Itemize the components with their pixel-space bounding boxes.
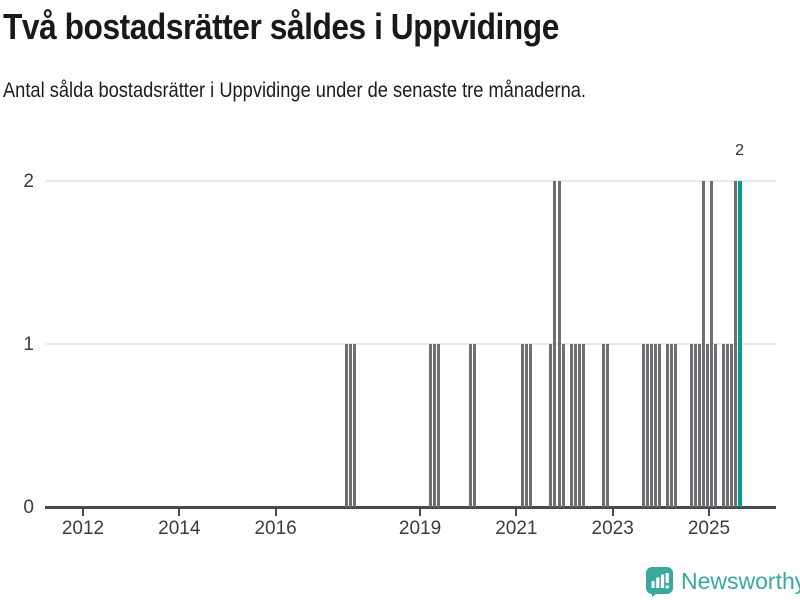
x-axis-tick-2025 bbox=[707, 508, 710, 516]
x-axis-tick-2016 bbox=[274, 508, 277, 516]
bar-2021-11 bbox=[557, 181, 561, 507]
bar-2023-11 bbox=[653, 344, 657, 507]
bar-2024-04 bbox=[673, 344, 677, 507]
newsworthy-logo-text: Newsworthy bbox=[681, 568, 800, 594]
bar-2021-04 bbox=[529, 344, 533, 507]
x-axis-tick-2019 bbox=[419, 508, 422, 516]
bar-2022-05 bbox=[581, 344, 585, 507]
y-axis-label-1: 1 bbox=[23, 334, 34, 355]
bar-2024-11 bbox=[701, 181, 705, 507]
bar-2022-04 bbox=[577, 344, 581, 507]
x-axis-label-2016: 2016 bbox=[254, 518, 297, 539]
bar-2024-10 bbox=[697, 344, 701, 507]
x-axis-tick-2014 bbox=[178, 508, 181, 516]
gridline-y1 bbox=[46, 343, 776, 345]
x-axis-label-2019: 2019 bbox=[398, 518, 442, 539]
bar-2022-02 bbox=[569, 344, 573, 507]
bar-2022-10 bbox=[601, 344, 605, 507]
x-axis-tick-2012 bbox=[82, 508, 84, 516]
bar-2020-02 bbox=[473, 344, 477, 507]
bar-2023-12 bbox=[657, 344, 661, 507]
x-axis-label-2021: 2021 bbox=[495, 518, 538, 539]
bar-2019-03 bbox=[429, 344, 433, 507]
bar-2021-02 bbox=[521, 344, 525, 507]
bar-2025-04 bbox=[722, 344, 726, 507]
bar-2017-07 bbox=[348, 344, 352, 507]
bar-2021-03 bbox=[525, 344, 529, 507]
x-axis-tick-2023 bbox=[611, 508, 614, 516]
bar-2021-10 bbox=[553, 181, 557, 507]
gridline-y2 bbox=[46, 180, 776, 182]
bar-2023-09 bbox=[645, 344, 649, 507]
bar-2017-08 bbox=[352, 344, 356, 507]
bar-2019-04 bbox=[433, 344, 437, 507]
bar-2024-12 bbox=[705, 344, 709, 507]
page-title: Två bostadsrätter såldes i Uppvidinge bbox=[3, 6, 559, 47]
y-axis-label-0: 0 bbox=[23, 497, 34, 518]
current-value-label: 2 bbox=[735, 142, 745, 159]
x-axis-label-2014: 2014 bbox=[158, 518, 201, 539]
bar-2023-08 bbox=[641, 344, 645, 507]
bar-2021-12 bbox=[561, 344, 565, 507]
bar-2025-02 bbox=[714, 344, 717, 507]
bar-2022-03 bbox=[573, 344, 577, 507]
x-axis-label-2012: 2012 bbox=[61, 518, 105, 539]
bar-2019-05 bbox=[437, 344, 441, 507]
newsworthy-logo: Newsworthy bbox=[645, 566, 800, 597]
y-axis-label-2: 2 bbox=[23, 171, 34, 192]
bar-2017-06 bbox=[344, 344, 348, 507]
bar-2024-03 bbox=[669, 344, 673, 507]
bar-2025-05 bbox=[726, 344, 730, 507]
bar-2024-09 bbox=[693, 344, 697, 507]
bar-2021-09 bbox=[549, 344, 553, 507]
bar-2020-01 bbox=[469, 344, 473, 507]
x-axis-line bbox=[45, 506, 776, 509]
x-axis-label-2025: 2025 bbox=[687, 518, 731, 539]
chart-subtitle: Antal sålda bostadsrätter i Uppvidinge u… bbox=[3, 79, 586, 102]
bar-2025-08 bbox=[738, 181, 742, 507]
bar-2025-06 bbox=[730, 344, 734, 507]
newsworthy-logo-icon bbox=[646, 567, 673, 597]
x-axis-tick-2021 bbox=[515, 508, 518, 516]
bar-2024-02 bbox=[665, 344, 669, 507]
bar-2025-01 bbox=[709, 181, 713, 507]
bar-2024-08 bbox=[689, 344, 693, 507]
bar-2022-11 bbox=[605, 344, 609, 507]
x-axis-label-2023: 2023 bbox=[591, 518, 634, 539]
bar-2025-07 bbox=[734, 181, 738, 507]
bar-2023-10 bbox=[649, 344, 653, 507]
